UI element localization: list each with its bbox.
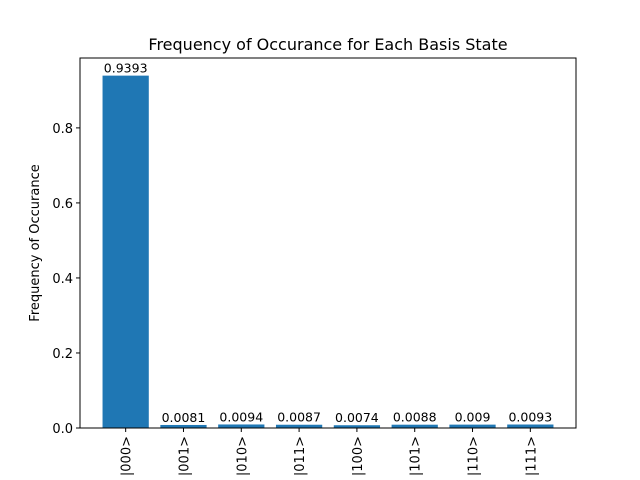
data-label-0: 0.9393 — [104, 61, 148, 76]
x-tick-label-0: |000> — [120, 436, 135, 476]
bars-group — [102, 75, 554, 428]
x-tick-label-6: |110> — [467, 436, 482, 476]
data-label-1: 0.0081 — [162, 410, 206, 425]
bar-3 — [275, 424, 323, 428]
bar-2 — [218, 424, 265, 428]
x-tick-label-1: |001> — [177, 436, 192, 476]
x-tick-label-3: |011> — [293, 436, 308, 476]
bar-7 — [507, 424, 554, 428]
bar-1 — [160, 424, 207, 428]
x-tick-label-5: |101> — [409, 436, 424, 476]
y-axis-label: Frequency of Occurance — [28, 164, 43, 321]
data-label-3: 0.0087 — [277, 410, 321, 425]
data-label-5: 0.0088 — [393, 410, 437, 425]
chart-title: Frequency of Occurance for Each Basis St… — [148, 35, 507, 54]
data-label-7: 0.0093 — [508, 410, 552, 425]
y-tick-label-4: 0.8 — [52, 122, 73, 137]
plot-frame — [79, 57, 577, 429]
y-tick-label-0: 0.0 — [52, 422, 73, 437]
x-tick-label-2: |010> — [235, 436, 250, 476]
y-tick-label-2: 0.4 — [52, 272, 73, 287]
y-tick-label-1: 0.2 — [52, 347, 73, 362]
bar-0 — [102, 75, 149, 428]
data-label-6: 0.009 — [455, 410, 491, 425]
x-tick-label-4: |100> — [351, 436, 366, 476]
x-axis-ticks: |000> |001> |010> |011> |100> |101> |110> |111> — [120, 428, 539, 476]
y-axis-ticks: 0.0 0.2 0.4 0.6 0.8 — [52, 122, 80, 437]
data-label-4: 0.0074 — [335, 410, 379, 425]
y-tick-label-3: 0.6 — [52, 197, 73, 212]
data-labels-group: 0.9393 0.0081 0.0094 0.0087 0.0074 0.0088 0.00… — [104, 61, 552, 426]
bar-4 — [333, 425, 381, 428]
x-tick-label-7: |111> — [524, 436, 539, 476]
data-label-2: 0.0094 — [219, 409, 263, 424]
bar-5 — [391, 424, 438, 428]
bar-6 — [449, 424, 496, 428]
